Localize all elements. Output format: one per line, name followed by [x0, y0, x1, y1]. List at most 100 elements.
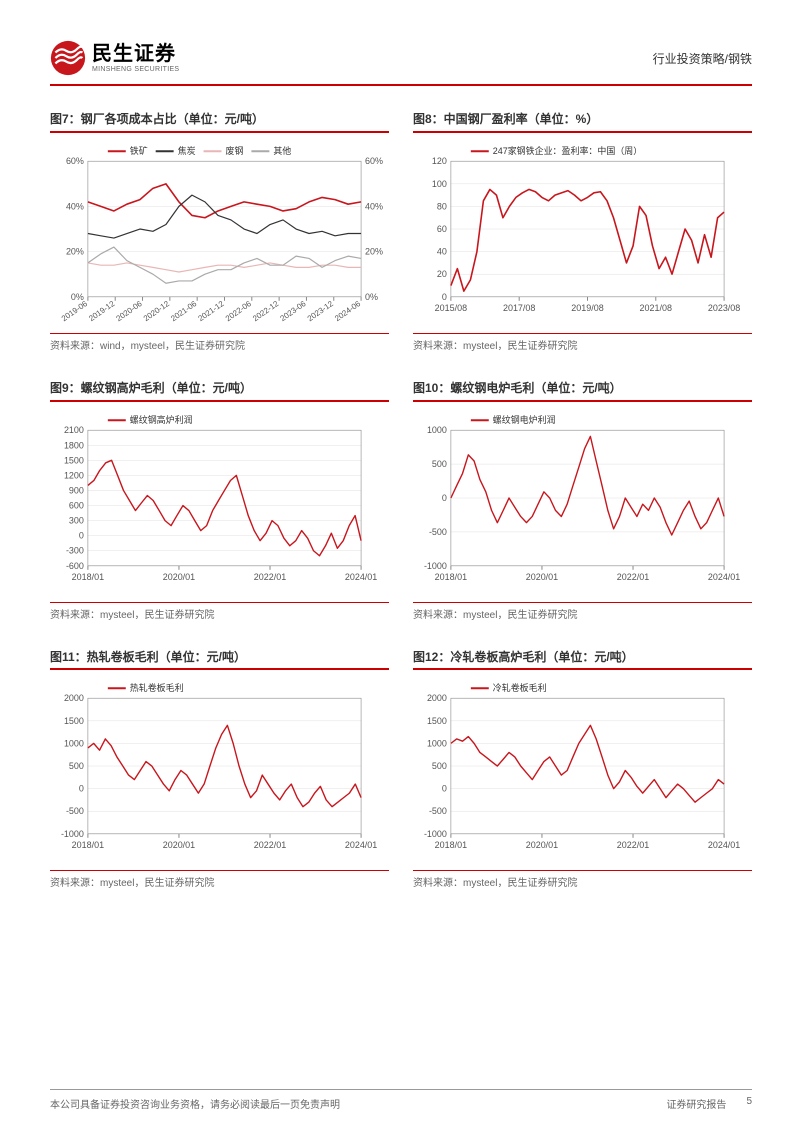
svg-text:2100: 2100 [64, 425, 84, 435]
svg-text:2019-12: 2019-12 [87, 299, 117, 323]
svg-text:2020/01: 2020/01 [163, 840, 195, 850]
svg-text:40%: 40% [365, 201, 383, 211]
svg-text:900: 900 [69, 485, 84, 495]
svg-text:0: 0 [79, 530, 84, 540]
svg-text:2023-06: 2023-06 [278, 299, 308, 323]
svg-text:冷轧卷板毛利: 冷轧卷板毛利 [493, 683, 547, 694]
chart-svg: -1000-5000500100015002000冷轧卷板毛利2018/0120… [413, 676, 752, 866]
chart-svg: 020406080100120247家钢铁企业：盈利率：中国（周）2015/08… [413, 139, 752, 329]
svg-text:2024/01: 2024/01 [708, 840, 740, 850]
logo-en: MINSHENG SECURITIES [92, 66, 179, 73]
svg-text:-500: -500 [429, 807, 447, 817]
svg-text:60%: 60% [66, 156, 84, 166]
svg-text:2023-12: 2023-12 [306, 299, 336, 323]
svg-text:1800: 1800 [64, 440, 84, 450]
svg-text:1200: 1200 [64, 470, 84, 480]
svg-text:2018/01: 2018/01 [72, 571, 104, 581]
svg-text:2022/01: 2022/01 [254, 840, 286, 850]
svg-text:废钢: 废钢 [225, 145, 243, 156]
svg-text:1000: 1000 [64, 739, 84, 749]
svg-text:247家钢铁企业：盈利率：中国（周）: 247家钢铁企业：盈利率：中国（周） [493, 145, 642, 156]
svg-text:0: 0 [442, 784, 447, 794]
logo-cn: 民生证券 [92, 44, 179, 64]
svg-text:40: 40 [437, 246, 447, 256]
svg-text:1500: 1500 [427, 716, 447, 726]
svg-text:其他: 其他 [273, 145, 291, 156]
svg-text:60%: 60% [365, 156, 383, 166]
chart-card: 图11：热轧卷板毛利（单位：元/吨）-1000-5000500100015002… [50, 649, 389, 890]
chart-source: 资料来源：mysteel，民生证券研究院 [50, 870, 389, 889]
svg-text:20: 20 [437, 269, 447, 279]
svg-text:铁矿: 铁矿 [130, 145, 148, 156]
svg-text:2021/08: 2021/08 [640, 303, 672, 313]
svg-text:0: 0 [442, 493, 447, 503]
chart-title: 图12：冷轧卷板高炉毛利（单位：元/吨） [413, 649, 752, 671]
svg-text:2000: 2000 [64, 694, 84, 704]
svg-text:-1000: -1000 [424, 560, 447, 570]
logo-icon [50, 40, 86, 76]
svg-text:2015/08: 2015/08 [435, 303, 467, 313]
chart-svg: 0%0%20%20%40%40%60%60%铁矿焦炭废钢其他2019-06201… [50, 139, 389, 329]
svg-text:80: 80 [437, 201, 447, 211]
svg-text:-1000: -1000 [424, 829, 447, 839]
svg-text:-600: -600 [66, 560, 84, 570]
svg-text:60: 60 [437, 224, 447, 234]
svg-text:2018/01: 2018/01 [72, 840, 104, 850]
chart-svg: -1000-50005001000螺纹钢电炉利润2018/012020/0120… [413, 408, 752, 598]
svg-text:2024/01: 2024/01 [345, 571, 377, 581]
svg-text:2022-06: 2022-06 [224, 299, 254, 323]
svg-text:-1000: -1000 [61, 829, 84, 839]
svg-text:2019-06: 2019-06 [60, 299, 90, 323]
svg-text:2024-06: 2024-06 [333, 299, 363, 323]
svg-text:-500: -500 [66, 807, 84, 817]
svg-text:螺纹钢电炉利润: 螺纹钢电炉利润 [493, 414, 556, 425]
chart-card: 图7：钢厂各项成本占比（单位：元/吨）0%0%20%20%40%40%60%60… [50, 111, 389, 352]
svg-text:热轧卷板毛利: 热轧卷板毛利 [130, 683, 184, 694]
svg-text:2017/08: 2017/08 [503, 303, 535, 313]
svg-text:300: 300 [69, 515, 84, 525]
svg-text:40%: 40% [66, 201, 84, 211]
svg-text:1500: 1500 [64, 716, 84, 726]
svg-text:2000: 2000 [427, 694, 447, 704]
svg-text:500: 500 [432, 761, 447, 771]
chart-title: 图10：螺纹钢电炉毛利（单位：元/吨） [413, 380, 752, 402]
svg-text:2022/01: 2022/01 [254, 571, 286, 581]
svg-text:-300: -300 [66, 545, 84, 555]
chart-source: 资料来源：mysteel，民生证券研究院 [413, 870, 752, 889]
svg-text:500: 500 [69, 761, 84, 771]
page-footer: 本公司具备证券投资咨询业务资格，请务必阅读最后一页免责声明 证券研究报告 5 [50, 1089, 752, 1111]
svg-text:500: 500 [432, 459, 447, 469]
chart-svg: -1000-5000500100015002000热轧卷板毛利2018/0120… [50, 676, 389, 866]
svg-text:2020-12: 2020-12 [142, 299, 172, 323]
chart-card: 图12：冷轧卷板高炉毛利（单位：元/吨）-1000-50005001000150… [413, 649, 752, 890]
svg-text:焦炭: 焦炭 [178, 145, 196, 156]
svg-text:2023/08: 2023/08 [708, 303, 740, 313]
page-header: 民生证券 MINSHENG SECURITIES 行业投资策略/钢铁 [50, 40, 752, 86]
svg-text:1000: 1000 [427, 425, 447, 435]
svg-text:螺纹钢高炉利润: 螺纹钢高炉利润 [130, 414, 193, 425]
footer-report-label: 证券研究报告 [666, 1096, 726, 1111]
chart-title: 图8：中国钢厂盈利率（单位：%） [413, 111, 752, 133]
svg-text:-500: -500 [429, 526, 447, 536]
charts-grid: 图7：钢厂各项成本占比（单位：元/吨）0%0%20%20%40%40%60%60… [50, 111, 752, 889]
svg-text:2022/01: 2022/01 [617, 571, 649, 581]
svg-text:2020-06: 2020-06 [115, 299, 145, 323]
svg-text:2020/01: 2020/01 [526, 571, 558, 581]
svg-text:2020/01: 2020/01 [526, 840, 558, 850]
chart-card: 图8：中国钢厂盈利率（单位：%）020406080100120247家钢铁企业：… [413, 111, 752, 352]
svg-text:2019/08: 2019/08 [571, 303, 603, 313]
chart-source: 资料来源：mysteel，民生证券研究院 [413, 333, 752, 352]
chart-title: 图11：热轧卷板毛利（单位：元/吨） [50, 649, 389, 671]
footer-disclaimer: 本公司具备证券投资咨询业务资格，请务必阅读最后一页免责声明 [50, 1096, 340, 1111]
svg-text:0%: 0% [365, 292, 378, 302]
chart-svg: -600-30003006009001200150018002100螺纹钢高炉利… [50, 408, 389, 598]
svg-text:100: 100 [432, 179, 447, 189]
svg-text:2022-12: 2022-12 [251, 299, 281, 323]
svg-text:600: 600 [69, 500, 84, 510]
chart-source: 资料来源：mysteel，民生证券研究院 [50, 602, 389, 621]
svg-text:2024/01: 2024/01 [345, 840, 377, 850]
svg-text:2024/01: 2024/01 [708, 571, 740, 581]
svg-text:2022/01: 2022/01 [617, 840, 649, 850]
chart-card: 图9：螺纹钢高炉毛利（单位：元/吨）-600-30003006009001200… [50, 380, 389, 621]
svg-text:2021-12: 2021-12 [197, 299, 227, 323]
